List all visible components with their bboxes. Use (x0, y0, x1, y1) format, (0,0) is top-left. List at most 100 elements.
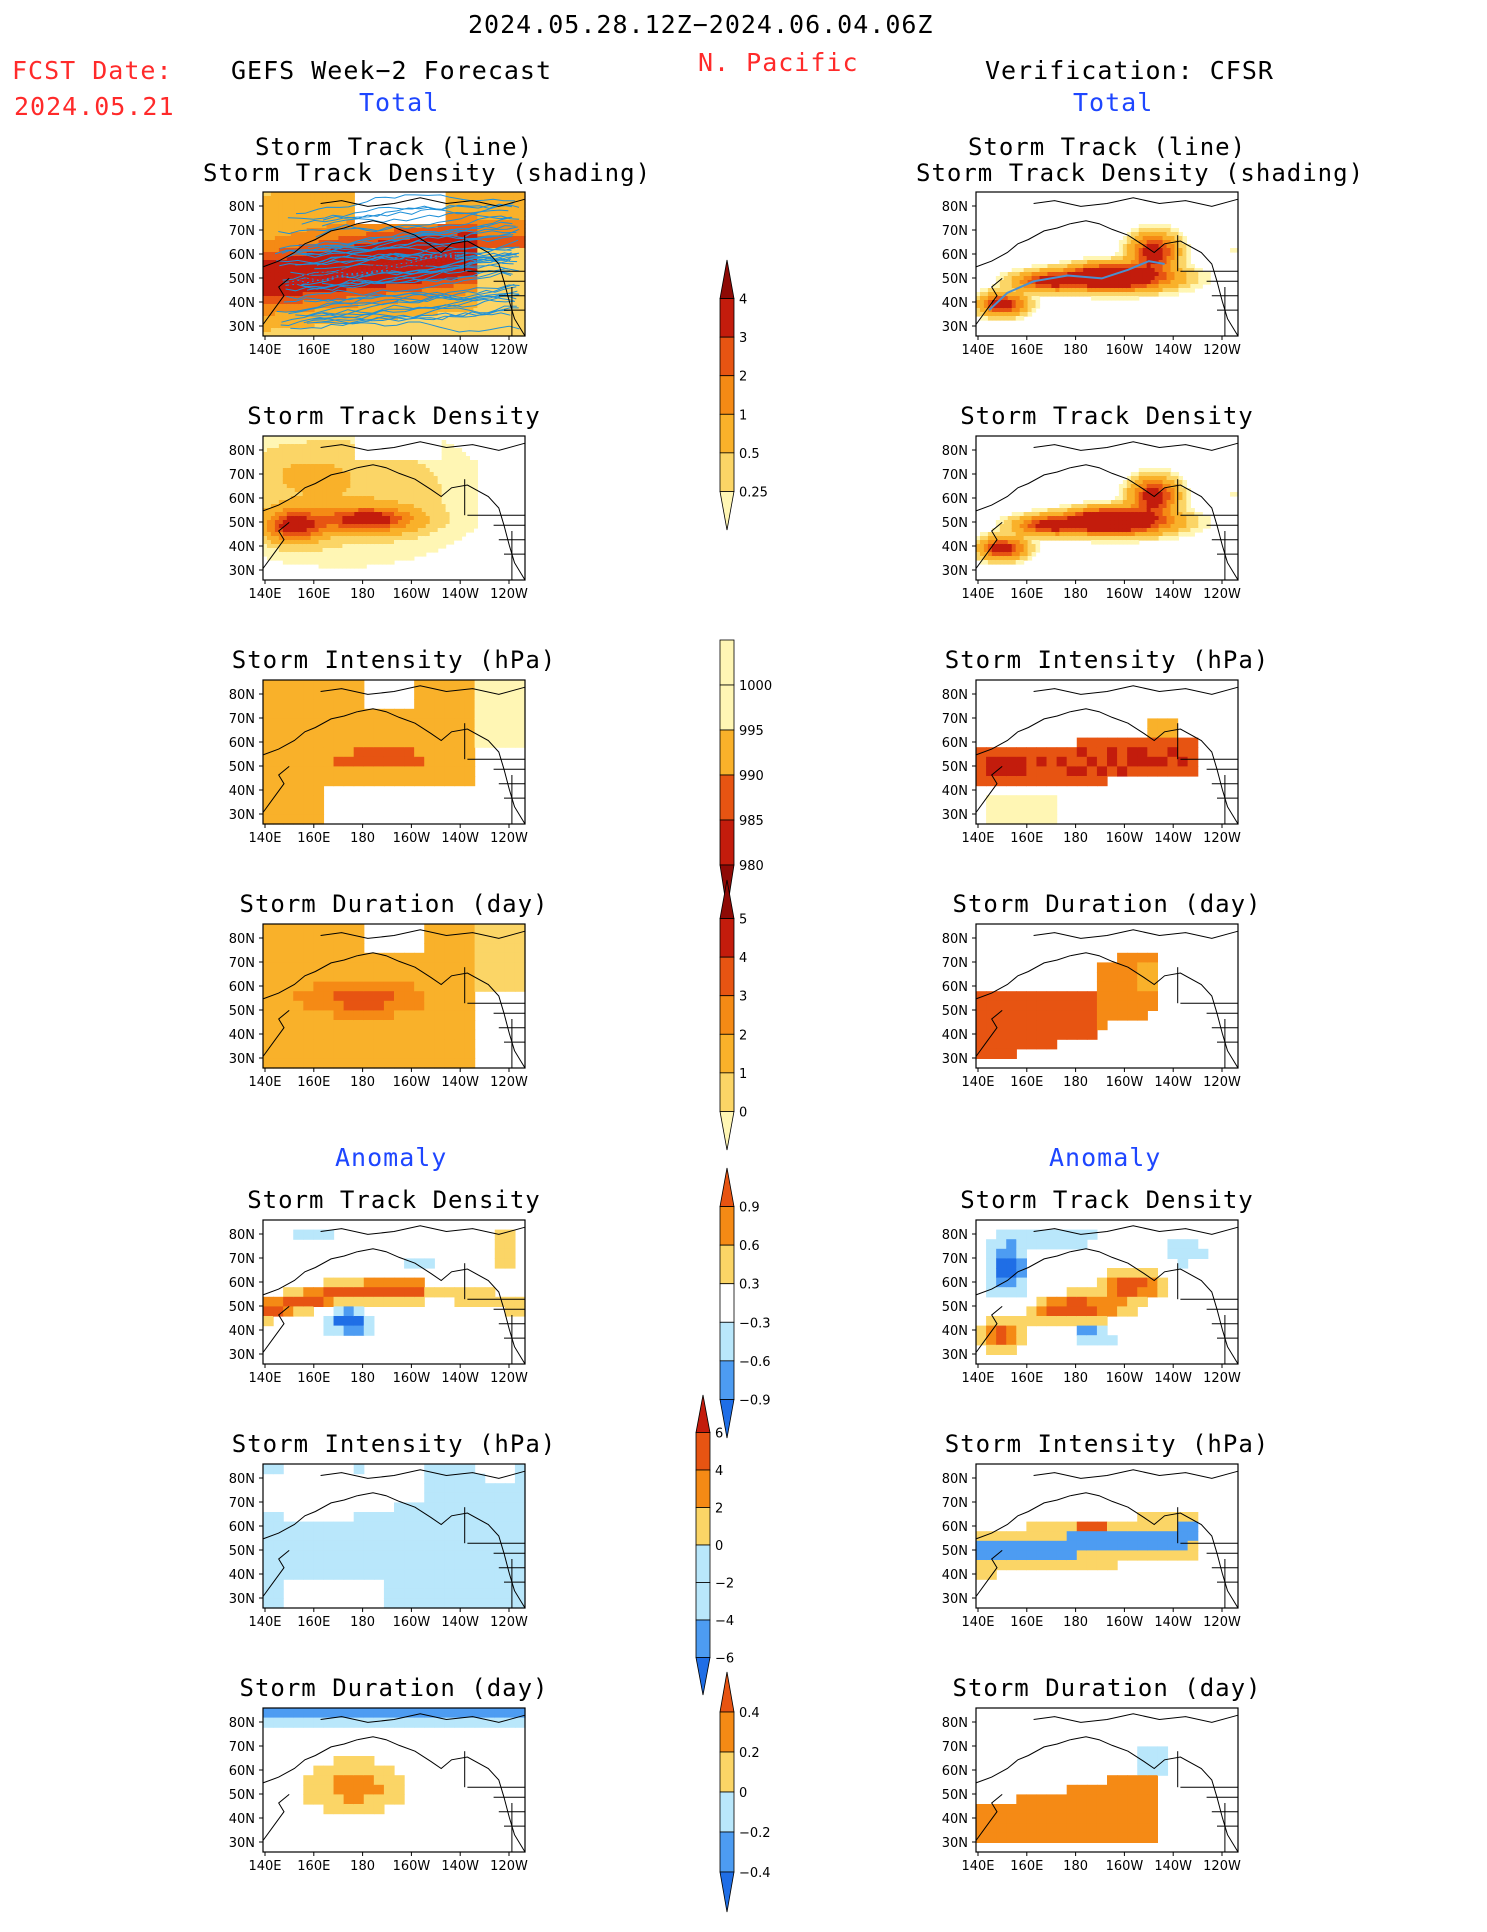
shading-cell (334, 480, 339, 485)
shading-cell (1036, 304, 1041, 309)
shading-cell (418, 472, 423, 477)
shading-cell (465, 320, 470, 325)
shading-cell (283, 560, 288, 565)
shading-cell (426, 460, 431, 465)
shading-cell (1020, 516, 1025, 521)
shading-cell (366, 516, 371, 521)
shading-cell (334, 448, 339, 453)
shading-cell (442, 544, 447, 549)
shading-cell (287, 228, 292, 233)
shading-cell (996, 288, 1001, 293)
shading-cell (450, 516, 455, 521)
shading-cell (402, 480, 407, 485)
shading-cell (1071, 516, 1076, 521)
shading-cell (418, 504, 423, 509)
shading-cell (291, 464, 296, 469)
shading-cell (1016, 268, 1021, 273)
shading-cell (422, 500, 427, 505)
shading-cell (295, 240, 300, 245)
shading-cell (1012, 560, 1017, 565)
shading-cell (287, 224, 292, 229)
shading-cell (319, 484, 324, 489)
shading-cell (1123, 540, 1128, 545)
shading-cell (442, 300, 447, 305)
shading-cell (1135, 248, 1140, 253)
shading-cell (1190, 268, 1195, 273)
shading-cell (338, 436, 343, 441)
shading-cell (1115, 508, 1120, 513)
shading-cell (334, 512, 339, 517)
shading-cell (1071, 264, 1076, 269)
shading-cell (390, 464, 395, 469)
shading-cell (362, 484, 367, 489)
shading-cell (323, 508, 328, 513)
shading-cell (414, 464, 419, 469)
shading-cell (1095, 280, 1100, 285)
shading-cell (992, 548, 997, 553)
shading-cell (291, 524, 296, 529)
shading-cell (263, 484, 268, 489)
shading-cell (1067, 268, 1072, 273)
shading-cell (307, 536, 312, 541)
shading-cell (275, 464, 280, 469)
shading-cell (275, 244, 280, 249)
shading-cell (358, 560, 363, 565)
shading-cell (438, 536, 443, 541)
shading-cell (1036, 540, 1041, 545)
shading-cell (422, 544, 427, 549)
shading-cell (342, 292, 347, 297)
coastline (1034, 198, 1238, 207)
shading-cell (1024, 512, 1029, 517)
shading-cell (295, 208, 300, 213)
shading-cell (1028, 528, 1033, 533)
shading-cell (1032, 292, 1037, 297)
shading-cell (378, 500, 383, 505)
shading-cell (473, 320, 478, 325)
shading-cell (461, 512, 466, 517)
coastline (976, 224, 1070, 267)
shading-cell (1051, 268, 1056, 273)
shading-cell (414, 496, 419, 501)
shading-cell (295, 476, 300, 481)
shading-cell (283, 516, 288, 521)
date-range-title: 2024.05.28.12Z−2024.06.04.06Z (468, 10, 934, 39)
shading-cell (438, 520, 443, 525)
shading-cell (291, 208, 296, 213)
shading-cell (390, 548, 395, 553)
shading-cell (465, 324, 470, 329)
shading-cell (1115, 292, 1120, 297)
shading-cell (1012, 520, 1017, 525)
shading-cell (303, 204, 308, 209)
shading-cell (271, 488, 276, 493)
shading-cell (465, 500, 470, 505)
shading-cell (390, 504, 395, 509)
shading-cell (382, 528, 387, 533)
shading-cell (426, 328, 431, 333)
shading-cell (1119, 288, 1124, 293)
shading-cell (263, 200, 268, 205)
shading-cell (386, 556, 391, 561)
shading-cell (394, 496, 399, 501)
shading-cell (1131, 296, 1136, 301)
shading-cell (493, 316, 498, 321)
shading-cell (342, 452, 347, 457)
shading-cell (1043, 528, 1048, 533)
shading-cell (446, 448, 451, 453)
shading-cell (1167, 292, 1172, 297)
shading-cell (295, 500, 300, 505)
shading-cell (1178, 244, 1183, 249)
shading-cell (976, 292, 981, 297)
shading-cell (283, 312, 288, 317)
shading-cell (319, 192, 324, 197)
shading-cell (1111, 276, 1116, 281)
shading-cell (1020, 536, 1025, 541)
shading-cell (307, 236, 312, 241)
shading-cell (1091, 540, 1096, 545)
shading-cell (295, 480, 300, 485)
shading-cell (438, 464, 443, 469)
shading-cell (354, 480, 359, 485)
shading-cell (414, 288, 419, 293)
shading-cell (1043, 284, 1048, 289)
shading-cell (1083, 260, 1088, 265)
shading-cell (319, 508, 324, 513)
